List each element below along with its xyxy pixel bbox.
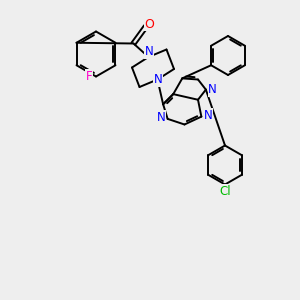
Text: N: N (157, 111, 165, 124)
Text: N: N (145, 45, 154, 58)
Text: O: O (144, 17, 154, 31)
Text: F: F (86, 70, 93, 83)
Text: Cl: Cl (219, 184, 231, 198)
Text: N: N (204, 109, 212, 122)
Text: N: N (208, 83, 217, 96)
Text: N: N (154, 73, 163, 86)
